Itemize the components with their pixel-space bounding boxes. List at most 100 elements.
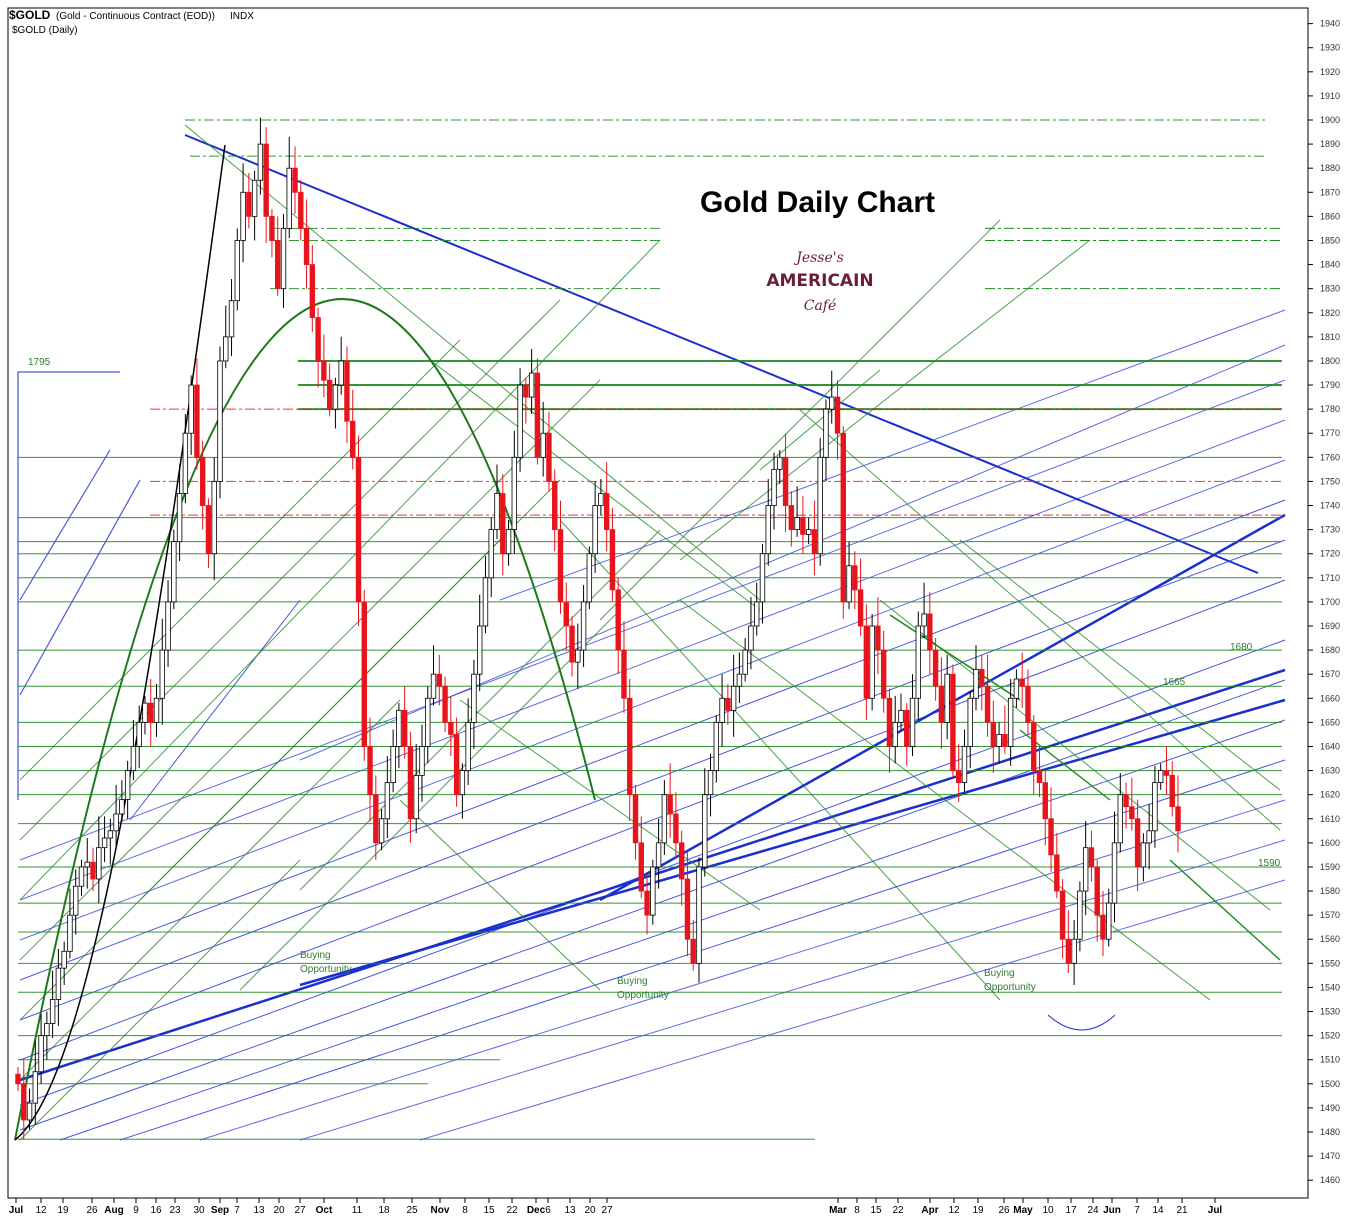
- candle-body: [927, 613, 933, 651]
- level-label: 1795: [28, 357, 51, 368]
- x-tick-label: 11: [352, 1205, 363, 1216]
- candle-layer: [15, 117, 1181, 1140]
- candle-body: [984, 685, 991, 723]
- candle-body: [350, 420, 356, 458]
- candle-body: [148, 702, 154, 723]
- blue-short: [129, 599, 301, 821]
- level-label: 1665: [1163, 677, 1186, 688]
- candle-body: [1129, 806, 1135, 820]
- candle-body: [690, 938, 696, 964]
- y-tick-label: 1500: [1320, 1079, 1340, 1089]
- green-down: [679, 599, 1211, 1001]
- candle-body: [586, 553, 593, 603]
- candle-body: [396, 709, 402, 747]
- candle-body: [678, 842, 685, 880]
- candle-body: [846, 565, 852, 603]
- candle-body: [644, 890, 650, 916]
- candle-body: [1002, 734, 1008, 747]
- candle-body: [875, 625, 881, 651]
- y-tick-label: 1780: [1320, 404, 1340, 414]
- candle-body: [575, 649, 581, 663]
- candle-body: [321, 360, 327, 381]
- x-tick-label: Dec: [527, 1205, 546, 1216]
- x-tick-label: 7: [234, 1205, 240, 1216]
- candle-body: [309, 264, 316, 318]
- x-tick-label: 7: [1134, 1205, 1140, 1216]
- candle-body: [332, 384, 339, 410]
- y-tick-label: 1830: [1320, 284, 1340, 294]
- candle-body: [361, 601, 367, 747]
- candle-body: [528, 372, 535, 398]
- x-tick-label: 12: [948, 1205, 960, 1216]
- x-tick-label: 23: [169, 1205, 181, 1216]
- candle-body: [199, 456, 206, 506]
- blue-short: [19, 449, 111, 601]
- cafe-logo: Jesse's AMERICAIN Café: [766, 250, 873, 314]
- candle-body: [234, 240, 241, 302]
- chart-title: Gold Daily Chart: [700, 186, 935, 219]
- y-tick-label: 1800: [1320, 356, 1340, 366]
- candle-body: [759, 553, 766, 603]
- y-tick-label: 1570: [1320, 910, 1340, 920]
- candle-body: [286, 167, 292, 229]
- candle-body: [892, 721, 898, 747]
- candle-body: [217, 360, 223, 482]
- header-description: (Gold - Continuous Contract (EOD)): [56, 11, 215, 22]
- candle-body: [950, 673, 956, 771]
- candle-body: [817, 456, 823, 555]
- candle-body: [263, 143, 269, 217]
- x-tick-label: 10: [1042, 1205, 1054, 1216]
- candle-body: [696, 866, 702, 964]
- candle-body: [465, 721, 471, 771]
- candle-body: [194, 384, 200, 458]
- candle-body: [615, 589, 621, 651]
- green-fan: [239, 609, 621, 991]
- x-tick-label: May: [1013, 1205, 1033, 1216]
- candle-body: [1111, 842, 1118, 904]
- candle-body: [909, 697, 916, 747]
- x-tick-label: 25: [406, 1205, 418, 1216]
- candle-body: [898, 709, 904, 723]
- green-down: [1169, 859, 1281, 961]
- candle-body: [523, 384, 529, 398]
- candle-body: [1163, 770, 1170, 776]
- candle-body: [667, 794, 673, 815]
- candle-body: [834, 396, 841, 434]
- x-tick-label: 19: [57, 1205, 69, 1216]
- candle-body: [754, 601, 760, 627]
- candle-body: [153, 697, 160, 723]
- candle-body: [228, 300, 235, 338]
- y-tick-label: 1620: [1320, 790, 1340, 800]
- candle-body: [1117, 794, 1123, 844]
- x-tick-label: 20: [273, 1205, 285, 1216]
- y-tick-label: 1870: [1320, 187, 1340, 197]
- candle-body: [598, 493, 604, 506]
- candle-body: [482, 577, 489, 627]
- candle-body: [967, 697, 973, 747]
- candle-body: [21, 1083, 27, 1121]
- x-tick-label: 22: [892, 1205, 904, 1216]
- candle-body: [857, 589, 864, 627]
- candle-body: [275, 240, 281, 290]
- candle-body: [1100, 914, 1106, 940]
- candle-body: [355, 456, 362, 603]
- green-fan: [19, 859, 301, 1141]
- candle-body: [205, 505, 212, 555]
- blue-fan: [19, 459, 1286, 941]
- candle-body: [73, 885, 79, 916]
- y-tick-label: 1720: [1320, 549, 1340, 559]
- black-curve: [14, 144, 226, 1141]
- x-tick-label: 26: [998, 1205, 1010, 1216]
- blue-fan: [19, 499, 1286, 981]
- candle-body: [159, 649, 165, 699]
- candle-body: [800, 517, 806, 535]
- y-tick-label: 1850: [1320, 235, 1340, 245]
- candle-body: [425, 697, 431, 747]
- y-tick-label: 1490: [1320, 1103, 1340, 1113]
- candle-body: [944, 673, 950, 723]
- y-tick-label: 1640: [1320, 741, 1340, 751]
- candle-body: [67, 914, 73, 952]
- green-down: [959, 539, 1281, 791]
- x-tick-label: 16: [150, 1205, 162, 1216]
- candle-body: [1048, 818, 1054, 856]
